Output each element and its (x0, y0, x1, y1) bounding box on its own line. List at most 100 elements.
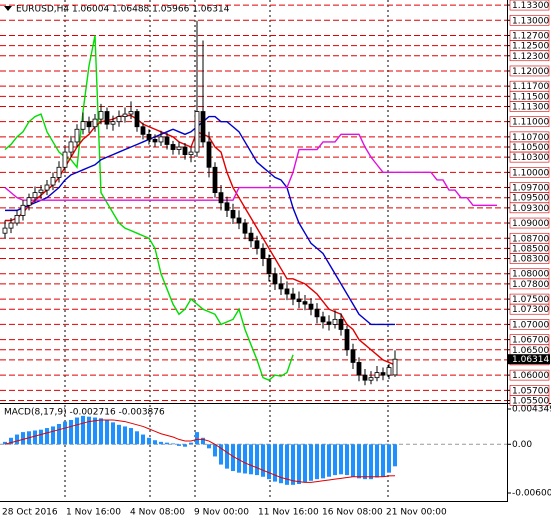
y-tick-label: 1.09700 (512, 184, 549, 194)
macd-bar (3, 441, 7, 445)
candle-body (242, 222, 248, 234)
macd-bar (375, 444, 379, 478)
candle-body (188, 151, 194, 156)
macd-bar (87, 416, 91, 445)
level-label-box (509, 369, 550, 381)
candle-body (350, 349, 356, 363)
macd-bar (195, 432, 199, 445)
macd-bar (333, 444, 337, 476)
macd-bar (165, 442, 169, 445)
macd-bar (111, 422, 115, 445)
level-label-box (509, 0, 550, 11)
candle-body (320, 316, 326, 323)
candle-body (86, 121, 92, 128)
candle-body (302, 301, 308, 305)
candle-body (236, 217, 242, 224)
current-price-label: 1.06314 (512, 355, 549, 365)
level-label-box (509, 14, 550, 26)
x-tick-label: 9 Nov 00:00 (194, 508, 249, 518)
macd-bar (261, 444, 265, 477)
macd-bar (285, 444, 289, 485)
candle-body (386, 367, 392, 376)
y-tick-label: 1.07000 (512, 320, 549, 330)
candle-body (176, 146, 182, 150)
candle-body (284, 288, 290, 295)
level-label-box (509, 101, 550, 112)
candle-body (278, 283, 284, 290)
candle-body (206, 141, 212, 168)
macd-bar (339, 444, 343, 475)
y-tick-label: 0.00 (512, 440, 532, 450)
macd-bar (45, 428, 49, 445)
macd-bar (135, 431, 139, 445)
candle-body (332, 318, 338, 325)
menu-icon[interactable] (4, 6, 12, 11)
macd-bar (267, 444, 271, 480)
level-label-box (509, 217, 550, 229)
macd-bar (291, 444, 295, 485)
macd-bar (141, 434, 145, 445)
y-tick-label: 1.08300 (512, 255, 549, 265)
candle-body (338, 318, 344, 330)
y-tick-label: 1.12300 (512, 52, 549, 62)
macd-bar (297, 444, 301, 485)
chart-title: EURUSD,H4 1.06004 1.06488 1.05966 1.0631… (16, 5, 230, 15)
macd-bar (249, 444, 253, 475)
y-tick-label: 1.10700 (512, 133, 549, 143)
macd-bar (99, 418, 103, 445)
candle-body (260, 247, 266, 259)
macd-bar (33, 430, 37, 445)
x-tick-label: 28 Oct 2016 (2, 508, 58, 518)
macd-bar (75, 417, 79, 445)
candle-body (362, 374, 368, 381)
y-tick-label: 1.05700 (512, 386, 549, 396)
macd-bar (129, 428, 133, 445)
indicator-line (5, 115, 395, 326)
candle-body (224, 202, 230, 211)
indicator-line (4, 35, 294, 382)
macd-title: MACD(8,17,9) -0.002716 -0.003876 (4, 408, 165, 418)
macd-bar (81, 415, 85, 445)
candle-body (308, 303, 314, 310)
y-tick-label: 1.11000 (512, 118, 549, 128)
level-label-box (509, 253, 550, 264)
level-label-box (509, 65, 550, 77)
candle-body (134, 111, 140, 128)
y-tick-label: 1.11300 (512, 102, 549, 112)
macd-bar (15, 434, 19, 445)
macd-bar (225, 444, 229, 469)
y-tick-label: 1.08700 (512, 234, 549, 244)
candle-body (230, 209, 236, 219)
candle-body (110, 121, 116, 125)
y-tick-label: 1.08000 (512, 270, 549, 280)
y-tick-label: 1.12000 (512, 67, 549, 77)
candle-body (14, 215, 20, 224)
y-tick-label: 1.07800 (512, 280, 549, 290)
macd-bar (243, 444, 247, 474)
level-label-box (509, 303, 550, 315)
macd-bar (171, 443, 175, 445)
macd-bar (213, 444, 217, 457)
candle-body (152, 139, 158, 143)
macd-bar (39, 429, 43, 445)
candle-body (62, 151, 68, 168)
macd-bar (159, 441, 163, 445)
y-tick-label: 1.12700 (512, 31, 549, 41)
candle-body (146, 133, 152, 140)
macd-bar (363, 444, 367, 480)
macd-bar (327, 444, 331, 477)
macd-bar (393, 444, 397, 467)
candle-body (254, 240, 260, 249)
level-label-box (509, 278, 550, 290)
candle-body (182, 146, 188, 156)
y-tick-label: 1.06500 (512, 346, 549, 356)
candle-body (392, 358, 398, 376)
macd-bar (93, 417, 97, 445)
macd-bar (177, 444, 181, 446)
x-tick-label: 1 Nov 16:00 (66, 508, 121, 518)
macd-bar (201, 437, 205, 445)
macd-bar (309, 444, 313, 481)
candle-body (248, 232, 254, 242)
